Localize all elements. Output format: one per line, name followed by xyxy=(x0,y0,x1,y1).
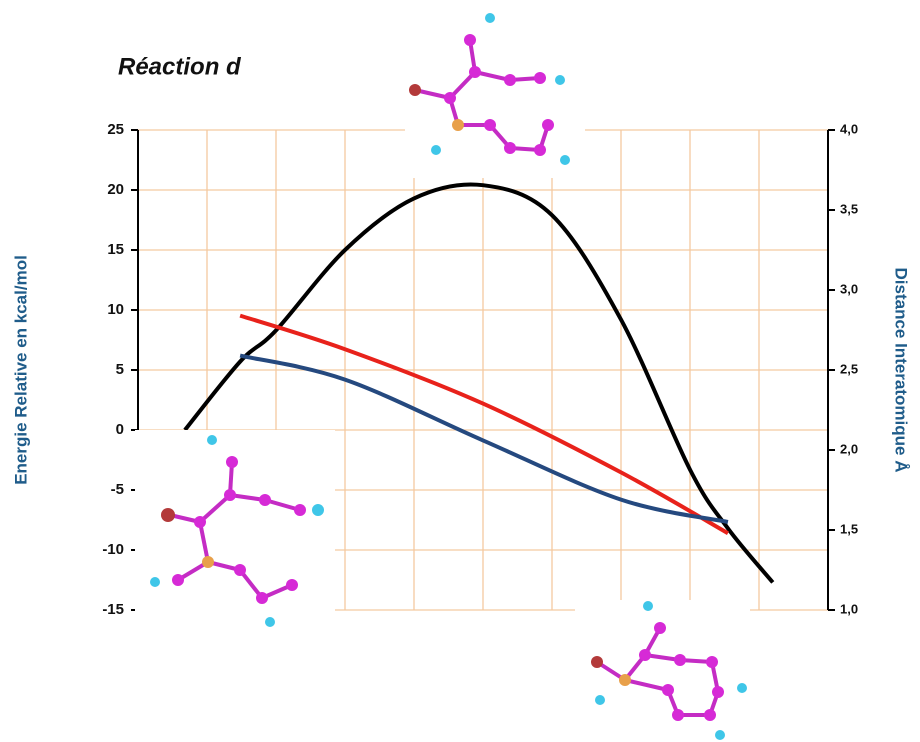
y2-tick-label: 2,0 xyxy=(840,441,858,456)
y-tick-label: 20 xyxy=(107,181,124,198)
y2-tick-label: 3,0 xyxy=(840,281,858,296)
y2-axis-label: Distance Interatomique Å xyxy=(892,268,911,473)
chart: Réaction d Energie Relative en kcal/mol … xyxy=(0,0,920,742)
y2-tick-label: 1,5 xyxy=(840,521,858,536)
chart-title: Réaction d xyxy=(118,53,242,80)
y-tick-label: 0 xyxy=(116,421,124,438)
molecule-reactant xyxy=(135,430,335,630)
y2-tick-label: 1,0 xyxy=(840,601,858,616)
y-tick-label: -10 xyxy=(102,541,124,558)
y-tick-label: 25 xyxy=(107,121,124,138)
y-tick-label: 15 xyxy=(107,241,124,258)
y-axis-label: Energie Relative en kcal/mol xyxy=(11,255,30,485)
y-tick-label: 5 xyxy=(116,361,124,378)
molecule-ts xyxy=(405,10,585,178)
y2-tick-label: 3,5 xyxy=(840,201,858,216)
y-tick-label: -5 xyxy=(111,481,124,498)
y2-tick-label: 2,5 xyxy=(840,361,858,376)
y-tick-label: 10 xyxy=(107,301,124,318)
y-tick-label: -15 xyxy=(102,601,124,618)
molecule-product xyxy=(575,600,750,740)
y2-tick-label: 4,0 xyxy=(840,121,858,136)
